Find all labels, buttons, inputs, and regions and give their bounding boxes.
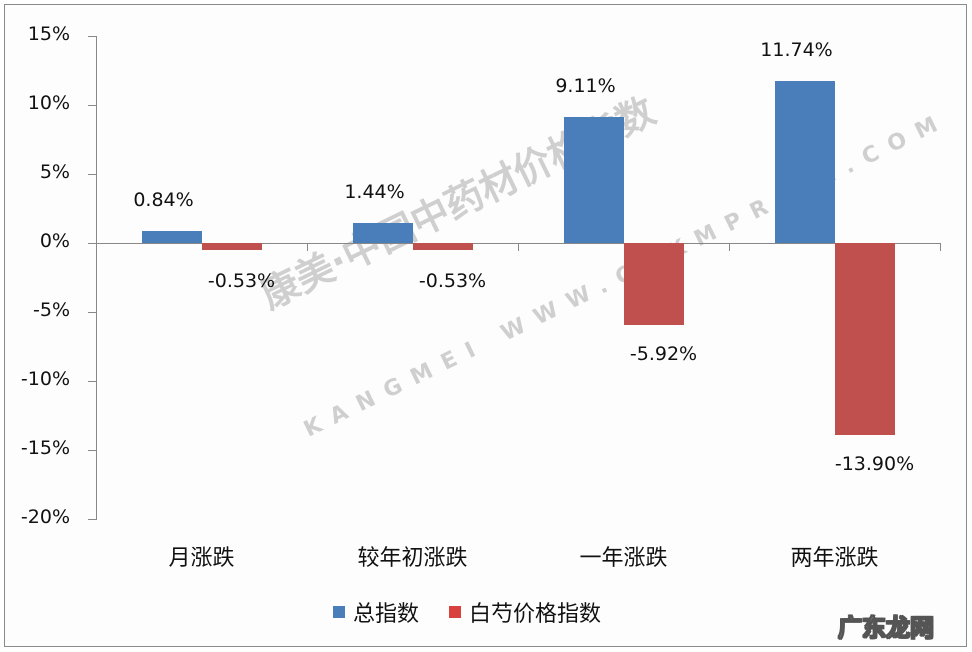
legend-label-total: 总指数 — [353, 602, 420, 627]
y-tick-label: 10% — [27, 92, 70, 114]
bar-baishao — [834, 243, 895, 435]
y-axis — [96, 36, 97, 520]
data-label: -0.53% — [207, 270, 276, 293]
legend-label-baishao: 白芍价格指数 — [469, 602, 602, 627]
corner-watermark: 广东龙网 — [838, 614, 935, 643]
bar-total — [563, 117, 624, 243]
y-tick — [88, 381, 96, 382]
data-label: 1.44% — [344, 181, 405, 204]
bar-total — [141, 231, 202, 243]
data-label: -0.53% — [418, 270, 487, 293]
legend-swatch-baishao — [449, 606, 462, 618]
category-label: 一年涨跌 — [579, 546, 668, 571]
y-tick — [88, 450, 96, 451]
y-tick-label: -15% — [20, 437, 70, 459]
data-label: 9.11% — [555, 75, 616, 98]
data-label: -13.90% — [834, 452, 915, 475]
y-tick — [88, 105, 96, 106]
x-tick — [940, 243, 941, 251]
bar-total — [352, 223, 413, 243]
x-tick — [518, 243, 519, 251]
bar-baishao — [623, 243, 684, 325]
bar-total — [774, 80, 835, 243]
category-label: 较年初涨跌 — [357, 546, 468, 571]
y-tick-label: 5% — [39, 161, 70, 183]
data-label: -5.92% — [629, 342, 698, 365]
y-tick — [88, 174, 96, 175]
bar-baishao — [201, 243, 262, 251]
category-label: 月涨跌 — [168, 546, 235, 571]
x-tick — [307, 243, 308, 251]
y-tick-label: -10% — [20, 368, 70, 390]
y-tick — [88, 312, 96, 313]
y-tick-label: -5% — [33, 299, 70, 321]
x-tick — [729, 243, 730, 251]
data-label: 0.84% — [133, 189, 194, 212]
legend-swatch-total — [333, 606, 345, 618]
y-tick — [88, 36, 96, 37]
y-tick — [88, 243, 96, 244]
legend: 总指数 白芍价格指数 — [333, 596, 601, 628]
bar-baishao — [412, 243, 473, 251]
category-label: 两年涨跌 — [790, 546, 879, 571]
y-tick — [88, 519, 96, 520]
y-tick-label: 15% — [27, 23, 70, 45]
data-label: 11.74% — [760, 38, 833, 61]
y-tick-label: -20% — [20, 506, 70, 528]
y-tick-label: 0% — [39, 230, 70, 252]
